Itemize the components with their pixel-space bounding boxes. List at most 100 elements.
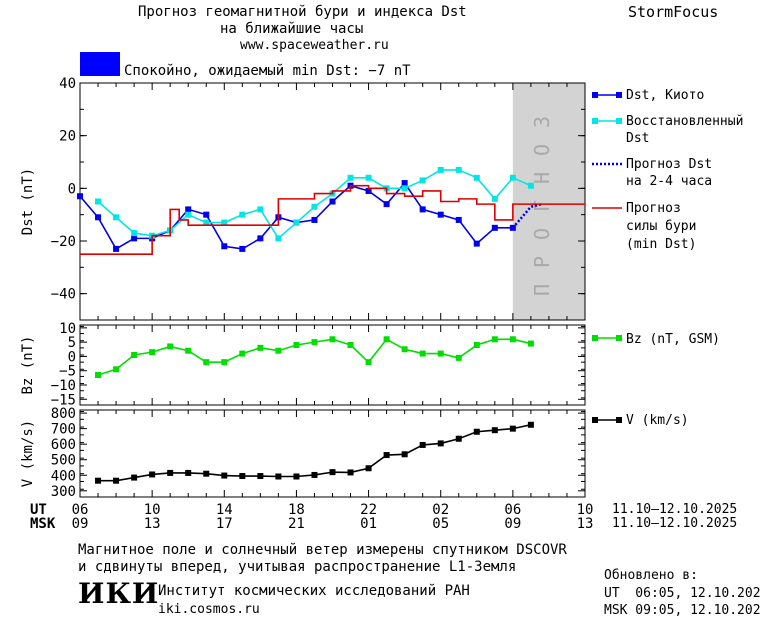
ut-tick-label: 02 [432,502,449,518]
data-point [491,195,498,202]
legend-v: V (km/s) [626,413,689,428]
data-point [491,427,498,434]
site-url[interactable]: www.spaceweather.ru [240,38,389,53]
panel-frame [79,409,586,498]
legend-sample-marker [616,118,622,124]
updated-label: Обновлено в: [604,568,698,583]
data-point [365,465,372,472]
legend-sample-marker [616,417,622,423]
data-point [95,214,102,221]
data-point [257,206,264,213]
data-point [311,339,318,346]
y-tick-label: 40 [59,76,76,92]
data-point [383,201,390,208]
updated-msk: MSK 09:05, 12.10.2025 [604,603,760,618]
data-point [455,435,462,442]
y-axis-title: Bz (nT) [20,335,36,394]
legend-bz: Bz (nT, GSM) [626,332,720,347]
legend-restored-line1: Восстановленный [626,114,744,129]
data-point [167,469,174,476]
msk-tick-label: 09 [504,516,521,532]
y-tick-label: 20 [59,129,76,145]
legend-dst-kyoto: Dst, Киото [626,88,705,103]
y-tick-label: 300 [51,484,76,500]
y-tick-label: −5 [59,364,76,380]
legend-sample-marker [592,335,598,341]
data-point [257,235,264,242]
ut-tick-label: 06 [504,502,521,518]
legend-storm-line1: Прогноз [626,201,681,216]
msk-tick-label: 21 [288,516,305,532]
iki-logo: ИКИ [78,577,160,610]
data-point [437,211,444,218]
y-tick-label: −10 [51,378,76,394]
data-point [365,187,372,194]
data-point [419,350,426,357]
forecast-band-letter: П [530,284,554,296]
forecast-band-letter: З [530,116,554,128]
data-point [491,336,498,343]
ut-tick-label: 06 [72,502,89,518]
data-point [131,235,138,242]
msk-date-range: 11.10–12.10.2025 [612,516,738,531]
legend-storm-line3: (min Dst) [626,237,697,252]
ut-date-range: 11.10–12.10.2025 [612,502,738,517]
legend-forecast-line1: Прогноз Dst [626,157,713,172]
msk-tick-label: 13 [144,516,161,532]
data-point [185,206,192,213]
data-point [257,344,264,351]
data-point [95,372,102,378]
legend-sample-marker [592,118,598,124]
footer-note-line2: и сдвинуты вперед, учитывая распростране… [78,559,517,575]
y-tick-label: −15 [51,392,76,408]
data-point [113,245,120,252]
data-point [473,428,480,435]
data-point [149,471,156,478]
ut-tick-label: 14 [216,502,233,518]
updated-ut: UT 06:05, 12.10.2025 [604,586,760,601]
y-tick-label: 10 [59,321,76,337]
data-point [365,359,372,366]
data-point [455,166,462,173]
msk-tick-label: 17 [216,516,233,532]
series-line [511,202,543,229]
y-tick-label: 800 [51,406,76,422]
y-tick-label: −40 [51,287,76,303]
data-point [131,352,138,358]
data-point [491,224,498,231]
legend-sample-marker [592,417,598,423]
data-point [473,240,480,247]
data-point [185,211,192,218]
brand-name: StormFocus [628,3,719,21]
data-point [95,477,102,484]
data-point [455,216,462,223]
y-tick-label: 600 [51,437,76,453]
data-point [113,366,120,373]
data-point [275,473,282,480]
data-point [311,203,318,210]
status-text: Спокойно, ожидаемый min Dst: −7 nT [124,63,411,79]
data-point [509,174,516,181]
data-point [221,219,228,226]
msk-tick-label: 13 [577,516,594,532]
y-tick-label: 0 [68,181,76,197]
data-point [113,214,120,221]
data-point [437,350,444,357]
institute-site[interactable]: iki.cosmos.ru [158,602,260,617]
data-point [419,441,426,448]
data-point [527,182,534,189]
msk-tick-label: 05 [432,516,449,532]
forecast-band-letter: О [530,144,554,156]
data-point [419,177,426,184]
data-point [455,354,462,361]
msk-axis-label: MSK [30,516,56,532]
legend-sample-marker [616,92,622,98]
institute-name: Институт космических исследований РАН [158,583,470,599]
data-point [293,219,300,226]
data-point [149,349,156,356]
data-point [203,219,210,226]
ut-axis-label: UT [30,502,47,518]
data-point [401,185,408,192]
